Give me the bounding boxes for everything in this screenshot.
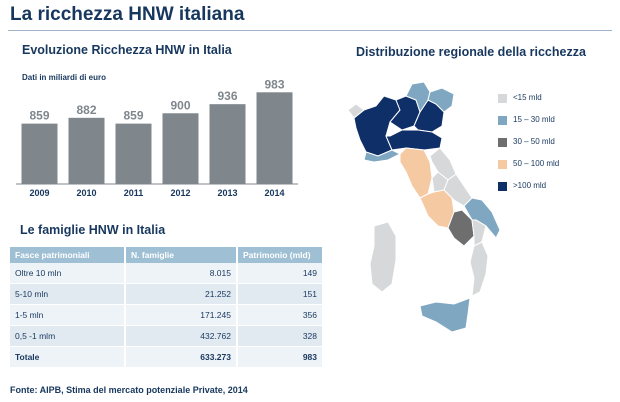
bar-chart-title: Evoluzione Ricchezza HNW in Italia: [22, 43, 232, 57]
table-cell: 21.252: [125, 283, 238, 305]
bar-2011: [115, 123, 152, 184]
x-tick-label: 2014: [264, 188, 284, 198]
map-region-northwest: [353, 95, 401, 157]
legend-label: 15 – 30 mld: [513, 115, 555, 124]
legend-label: <15 mld: [513, 93, 542, 102]
x-tick-label: 2012: [170, 188, 190, 198]
map-region-emilia: [385, 129, 443, 151]
table-cell: 1-5 mln: [10, 304, 126, 326]
bar-chart-subtitle: Dati in miliardi di euro: [22, 73, 107, 82]
table-cell: 151: [237, 283, 324, 305]
map-region-marche: [429, 147, 457, 181]
table-header-row: Fasce patrimoniali N. famiglie Patrimoni…: [10, 247, 324, 263]
table-cell: 5-10 mln: [10, 283, 126, 305]
x-tick-label: 2009: [29, 188, 49, 198]
table-row: Oltre 10 mln 8.015 149: [10, 263, 324, 284]
map-region-sicily: [419, 297, 471, 333]
bar-2010: [68, 117, 105, 184]
table-row: 0,5 -1 mlm 432.762 328: [10, 325, 324, 347]
table-cell: 356: [237, 304, 324, 326]
page-title: La ricchezza HNW italiana: [10, 4, 245, 25]
map-region-liguria: [363, 149, 402, 163]
table-cell: 0,5 -1 mlm: [10, 325, 126, 347]
map-title: Distribuzione regionale della ricchezza: [356, 45, 586, 59]
map-region-lazio: [419, 189, 455, 229]
bar-2012: [162, 113, 199, 184]
map-region-calabria: [469, 241, 489, 297]
families-table: Fasce patrimoniali N. famiglie Patrimoni…: [10, 247, 324, 368]
map-region-abruzzo: [443, 173, 473, 207]
bar-2013: [209, 104, 246, 184]
table-cell: 8.015: [125, 263, 238, 284]
legend-label: >100 mld: [513, 181, 547, 190]
legend-swatch: [498, 94, 507, 103]
table-cell: 633.273: [125, 346, 238, 368]
x-tick-label: 2010: [76, 188, 96, 198]
map-region-puglia: [463, 197, 500, 239]
header-patrimonio: Patrimonio (mld): [237, 247, 324, 263]
bar-value-label: 882: [76, 103, 96, 117]
table-cell: Totale: [10, 346, 126, 368]
map-region-sardinia: [369, 221, 397, 293]
legend-swatch: [498, 116, 507, 125]
bar-2009: [21, 123, 58, 184]
wealth-bar-chart: 859 2009 882 2010 859 2011 900 2012 936 2013 983 20…: [16, 77, 298, 198]
bar-value-label: 936: [217, 89, 237, 103]
map-region-aosta: [347, 103, 365, 119]
header-fasce: Fasce patrimoniali: [10, 247, 126, 263]
table-cell: 432.762: [125, 325, 238, 347]
map-region-tuscany: [399, 147, 433, 199]
table-row: 5-10 mln 21.252 151: [10, 283, 324, 305]
legend-swatch: [498, 182, 507, 191]
bar-2014: [256, 92, 293, 184]
title-divider: [8, 30, 612, 31]
bar-value-label: 983: [264, 77, 284, 91]
table-cell: Oltre 10 mln: [10, 263, 126, 284]
legend-swatch: [498, 138, 507, 147]
bar-value-label: 859: [123, 109, 143, 123]
table-total-row: Totale 633.273 983: [10, 346, 324, 368]
legend-label: 50 – 100 mld: [513, 159, 560, 168]
table-cell: 149: [237, 263, 324, 284]
table-cell: 328: [237, 325, 324, 347]
families-table-title: Le famiglie HNW in Italia: [20, 223, 166, 237]
map-region-friuli: [427, 87, 455, 113]
bar-value-label: 900: [170, 98, 190, 112]
bar-value-label: 859: [29, 109, 49, 123]
italy-regional-map: [347, 81, 500, 333]
table-row: 1-5 mln 171.245 356: [10, 304, 324, 326]
x-tick-label: 2011: [124, 188, 144, 198]
legend-swatch: [498, 160, 507, 169]
table-cell: 171.245: [125, 304, 238, 326]
header-n-famiglie: N. famiglie: [125, 247, 238, 263]
table-cell: 983: [237, 346, 324, 368]
source-note: Fonte: AIPB, Stima del mercato potenzial…: [10, 385, 248, 395]
legend-label: 30 – 50 mld: [513, 137, 555, 146]
x-tick-label: 2013: [217, 188, 237, 198]
